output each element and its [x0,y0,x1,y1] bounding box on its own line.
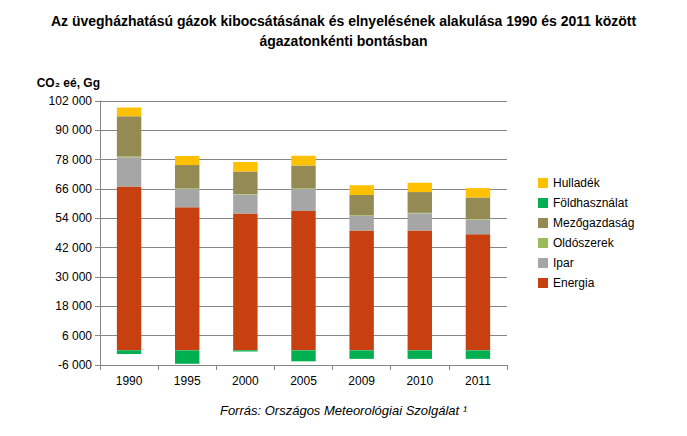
svg-text:78 000: 78 000 [55,153,92,167]
svg-text:Földhasználat: Földhasználat [553,196,628,210]
svg-text:Mezőgazdaság: Mezőgazdaság [553,216,634,230]
svg-text:ágazatonkénti bontásban: ágazatonkénti bontásban [259,33,427,49]
svg-text:90 000: 90 000 [55,123,92,137]
svg-text:CO₂ eé, Gg: CO₂ eé, Gg [37,76,100,90]
svg-text:6 000: 6 000 [62,329,92,343]
svg-text:18 000: 18 000 [55,299,92,313]
svg-text:1995: 1995 [174,374,201,388]
svg-text:Ipar: Ipar [553,256,574,270]
svg-text:2005: 2005 [290,374,317,388]
svg-text:Hulladék: Hulladék [553,176,601,190]
svg-text:Oldószerek: Oldószerek [553,236,615,250]
svg-text:102 000: 102 000 [49,94,93,108]
svg-text:Energia: Energia [553,276,595,290]
svg-text:54 000: 54 000 [55,211,92,225]
svg-text:1990: 1990 [116,374,143,388]
svg-text:66 000: 66 000 [55,182,92,196]
svg-text:Az üvegházhatású gázok kibocsá: Az üvegházhatású gázok kibocsátásának és… [51,13,637,29]
svg-text:-6 000: -6 000 [58,358,92,372]
svg-text:2011: 2011 [465,374,491,388]
svg-text:42 000: 42 000 [55,241,92,255]
svg-text:2010: 2010 [406,374,433,388]
svg-text:Forrás: Országos Meteorológiai: Forrás: Országos Meteorológiai Szolgálat… [220,403,468,418]
svg-text:30 000: 30 000 [55,270,92,284]
svg-text:2000: 2000 [232,374,259,388]
svg-text:2009: 2009 [348,374,375,388]
